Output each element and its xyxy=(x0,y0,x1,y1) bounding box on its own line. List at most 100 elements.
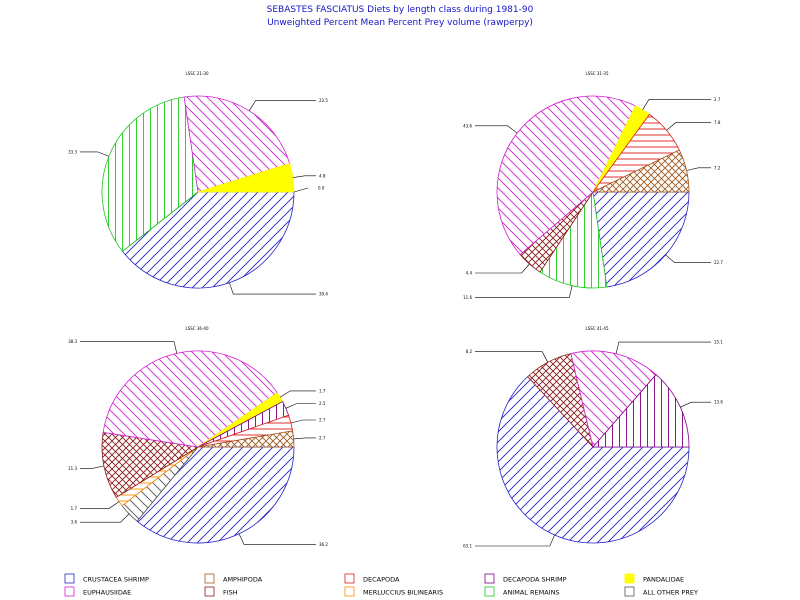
pie-slice-amphipoda xyxy=(592,149,690,193)
legend-label: ALL OTHER PREY xyxy=(643,589,698,597)
slice-value-label: 2.5 xyxy=(319,401,326,406)
legend: CRUSTACEA SHRIMP AMPHIPODA DECAPODA DECAPOD… xyxy=(64,573,698,597)
legend-item-euphausiidae: EUPHAUSIIDAE xyxy=(64,586,131,597)
slice-value-label: 2.7 xyxy=(319,417,326,422)
leader-line xyxy=(475,351,549,363)
pie-chart-2: LSSC 31-35 22.7 11.6 4.4 43.6 2.7 7.8 7.2 xyxy=(463,71,723,300)
legend-item-decapoda: DECAPODA xyxy=(344,573,400,584)
pie-title: LSSC 31-35 xyxy=(586,71,609,76)
slice-value-label: 36.2 xyxy=(319,542,328,547)
slice-value-label: 4.8 xyxy=(319,173,326,178)
leader-line xyxy=(80,341,178,354)
slice-value-label: 63.1 xyxy=(463,543,472,548)
slice-value-label: 1.7 xyxy=(319,388,326,393)
legend-label: CRUSTACEA SHRIMP xyxy=(83,576,149,584)
slice-value-label: 22.5 xyxy=(319,98,328,103)
legend-item-animal-remains: ANIMAL REMAINS xyxy=(484,586,560,597)
leader-line xyxy=(80,501,120,509)
pie-chart-1: LSSC 21-30 39.4 33.3 22.5 4.8 0.0 xyxy=(68,71,328,297)
blue-diagonal-hatch-swatch xyxy=(64,573,75,584)
pie-slice-amphipoda xyxy=(197,430,295,448)
pie-slice-animal-remains xyxy=(101,96,199,252)
pie-chart-4: LSSC 41-45 63.1 8.2 15.1 13.6 xyxy=(463,326,723,548)
slice-value-label: 7.8 xyxy=(714,120,721,125)
legend-item-all-other-prey: ALL OTHER PREY xyxy=(624,586,698,597)
pie-chart-3: LSSC 36-40 36.2 3.6 1.7 11.3 38.3 1.7 2.5 2.7 2.7 xyxy=(68,326,328,547)
legend-label: PANDALIDAE xyxy=(643,576,684,584)
slice-value-label: 43.6 xyxy=(463,123,472,128)
pie-slice-fish xyxy=(101,431,200,498)
legend-label: EUPHAUSIIDAE xyxy=(83,589,131,597)
legend-label: AMPHIPODA xyxy=(223,576,263,584)
slice-value-label: 22.7 xyxy=(714,260,723,265)
leader-line xyxy=(293,437,316,440)
leader-line xyxy=(680,401,711,408)
chart-title: SEBASTES FASCIATUS Diets by length class… xyxy=(266,5,534,15)
slice-value-label: 38.3 xyxy=(68,339,77,344)
legend-label: DECAPODA xyxy=(363,576,400,584)
pie-slice-crustacea-shrimp xyxy=(136,446,295,544)
leader-line xyxy=(229,282,316,295)
leader-line xyxy=(80,513,130,523)
leader-line xyxy=(248,100,316,111)
legend-label: FISH xyxy=(223,589,238,597)
legend-item-pandalidae: PANDALIDAE xyxy=(624,573,684,584)
grey-diagonal-hatch-swatch xyxy=(624,586,635,597)
pie-title: LSSC 41-45 xyxy=(586,326,609,331)
leader-line xyxy=(475,125,518,134)
orange-horizontal-hatch-swatch xyxy=(344,586,355,597)
slice-value-label: 2.7 xyxy=(319,435,326,440)
leader-line xyxy=(475,285,573,298)
slice-value-label: 15.1 xyxy=(714,340,723,345)
legend-label: ANIMAL REMAINS xyxy=(503,589,560,597)
legend-label: MERLUCCIUS BILINEARIS xyxy=(363,589,443,597)
legend-item-decapoda-shrimp: DECAPODA SHRIMP xyxy=(484,573,567,584)
magenta-diagonal-hatch-swatch xyxy=(64,586,75,597)
leader-line xyxy=(292,175,316,178)
leader-line xyxy=(666,122,711,131)
leader-line xyxy=(615,341,711,354)
slice-value-label: 1.7 xyxy=(71,506,78,511)
pie-title: LSSC 36-40 xyxy=(186,326,209,331)
leader-line xyxy=(238,533,316,545)
legend-item-merluccius-bilinearis: MERLUCCIUS BILINEARIS xyxy=(344,586,443,597)
pie-slice-euphausiidae xyxy=(102,350,278,448)
yellow-solid-swatch xyxy=(624,573,635,584)
slice-value-label: 11.6 xyxy=(463,295,472,300)
leader-line xyxy=(290,419,316,424)
pie-slice-decapoda-shrimp xyxy=(592,374,690,448)
slice-value-label: 2.7 xyxy=(714,97,721,102)
slice-value-label: 3.6 xyxy=(71,520,78,525)
pie-slice-crustacea-shrimp xyxy=(592,191,690,288)
brown-crosshatch-swatch xyxy=(204,573,215,584)
leader-line xyxy=(475,534,555,547)
leader-line xyxy=(686,167,711,171)
slice-value-label: 33.3 xyxy=(68,149,77,154)
pie-slice-crustacea-shrimp xyxy=(496,376,690,544)
pie-slice-euphausiidae xyxy=(496,95,637,256)
page-title: SEBASTES FASCIATUS Diets by length class… xyxy=(0,4,800,30)
darkred-crosshatch-swatch xyxy=(204,586,215,597)
legend-label: DECAPODA SHRIMP xyxy=(503,576,567,584)
slice-value-label: 13.6 xyxy=(714,400,723,405)
slice-value-label: 0.0 xyxy=(318,186,325,191)
slice-value-label: 11.3 xyxy=(68,466,77,471)
slice-value-label: 7.2 xyxy=(714,165,721,170)
leader-line xyxy=(80,465,104,469)
pie-title: LSSC 21-30 xyxy=(186,71,209,76)
leader-line xyxy=(279,390,316,398)
slice-value-label: 4.4 xyxy=(466,271,473,276)
chart-subtitle: Unweighted Percent Mean Percent Prey vol… xyxy=(267,18,533,28)
slice-value-label: 39.4 xyxy=(319,292,328,297)
red-horizontal-hatch-swatch xyxy=(344,573,355,584)
leader-line xyxy=(80,151,110,157)
leader-line xyxy=(665,254,711,264)
slice-value-label: 8.2 xyxy=(466,349,473,354)
purple-vertical-hatch-swatch xyxy=(484,573,495,584)
legend-item-fish: FISH xyxy=(204,586,238,597)
legend-item-amphipoda: AMPHIPODA xyxy=(204,573,263,584)
legend-item-crustacea-shrimp: CRUSTACEA SHRIMP xyxy=(64,573,149,584)
leader-line xyxy=(475,263,530,274)
pie-slice-animal-remains xyxy=(539,190,608,289)
